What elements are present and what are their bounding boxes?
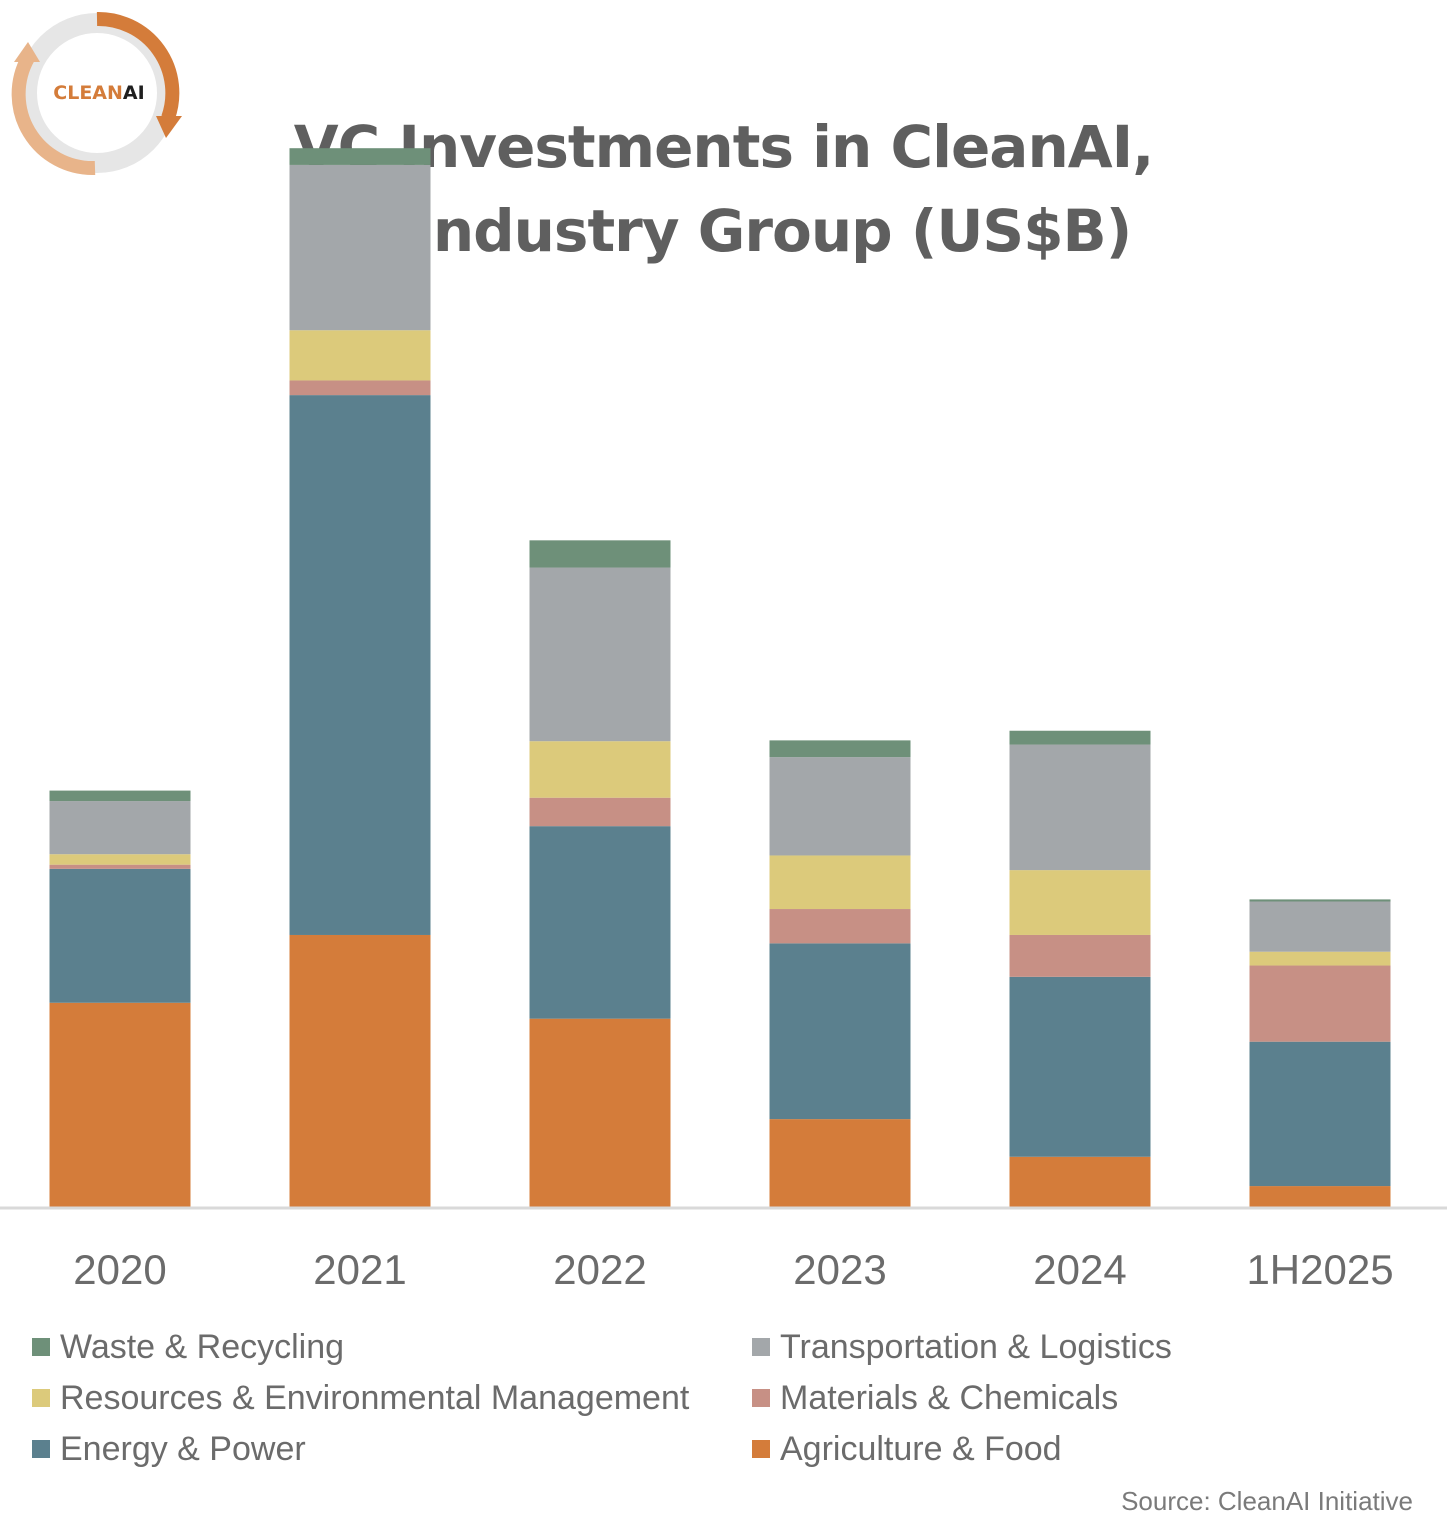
chart-title-line-1: VC Investments in CleanAI, — [293, 113, 1155, 181]
x-tick-label: 2024 — [1033, 1246, 1126, 1293]
x-tick-label: 2022 — [553, 1246, 646, 1293]
bar-segment-waste-2020 — [49, 790, 191, 802]
legend-item: Transportation & Logistics — [752, 1322, 1172, 1372]
legend-label: Resources & Environmental Management — [60, 1378, 690, 1417]
bar-segment-agriculture-1H2025 — [1249, 1186, 1391, 1207]
legend-label: Materials & Chemicals — [780, 1378, 1119, 1417]
bar-segment-energy-1H2025 — [1249, 1041, 1391, 1187]
legend-item: Energy & Power — [32, 1424, 306, 1474]
legend-label: Energy & Power — [60, 1429, 306, 1468]
legend-label: Transportation & Logistics — [780, 1327, 1172, 1366]
x-tick-labels: 2020 2021 2022 2023 2024 1H2025 — [73, 1246, 1393, 1293]
legend-item: Materials & Chemicals — [752, 1373, 1118, 1423]
x-tick-label: 1H2025 — [1246, 1246, 1393, 1293]
bar-segment-resources-2021 — [289, 330, 431, 381]
cleanai-logo: CLEANAI — [11, 11, 182, 176]
bar-segment-energy-2024 — [1009, 976, 1151, 1157]
legend-item: Agriculture & Food — [752, 1424, 1062, 1474]
bar-segment-energy-2021 — [289, 395, 431, 935]
bar-segment-agriculture-2022 — [529, 1018, 671, 1207]
legend-swatch — [32, 1440, 50, 1458]
x-tick-label: 2020 — [73, 1246, 166, 1293]
source-note: Source: CleanAI Initiative — [1121, 1486, 1413, 1516]
bar-segment-transport-2022 — [529, 567, 671, 742]
bar-segment-materials-2022 — [529, 797, 671, 827]
legend-item: Resources & Environmental Management — [32, 1373, 689, 1423]
x-tick-label: 2021 — [313, 1246, 406, 1293]
bar-segment-agriculture-2021 — [289, 934, 431, 1207]
legend-swatch — [752, 1338, 770, 1356]
bar-segment-energy-2020 — [49, 868, 191, 1003]
logo-text: CLEANAI — [53, 82, 144, 104]
logo-arc-light — [11, 54, 96, 176]
stacked-bar-chart: 2020 2021 2022 2023 2024 1H2025 — [0, 148, 1447, 1293]
bar-segment-transport-1H2025 — [1249, 901, 1391, 952]
bar-segment-materials-2023 — [769, 909, 911, 944]
bar-segment-materials-2024 — [1009, 934, 1151, 977]
bar-segment-waste-2022 — [529, 540, 671, 568]
logo-arrow-dark — [156, 116, 182, 138]
bar-segment-agriculture-2020 — [49, 1002, 191, 1207]
bar-segment-transport-2024 — [1009, 744, 1151, 871]
legend-label: Waste & Recycling — [60, 1327, 345, 1366]
bar-segment-waste-2024 — [1009, 730, 1151, 745]
bar-segment-materials-2020 — [49, 864, 191, 869]
bar-segment-agriculture-2024 — [1009, 1156, 1151, 1207]
bar-segment-waste-1H2025 — [1249, 899, 1391, 902]
legend-swatch — [32, 1389, 50, 1407]
bar-segment-transport-2021 — [289, 164, 431, 331]
bar-segment-agriculture-2023 — [769, 1119, 911, 1207]
bar-segment-transport-2020 — [49, 801, 191, 855]
legend-swatch — [752, 1389, 770, 1407]
legend-swatch — [32, 1338, 50, 1356]
bar-segment-materials-1H2025 — [1249, 965, 1391, 1042]
legend: Waste & Recycling Transportation & Logist… — [0, 1322, 1447, 1482]
logo-arrow-light — [14, 42, 40, 62]
bar-segment-waste-2023 — [769, 740, 911, 758]
legend-swatch — [752, 1440, 770, 1458]
bar-segment-waste-2021 — [289, 148, 431, 165]
bar-segment-energy-2023 — [769, 943, 911, 1120]
legend-label: Agriculture & Food — [780, 1429, 1062, 1468]
bars-layer — [49, 148, 1391, 1207]
bar-segment-resources-1H2025 — [1249, 951, 1391, 966]
bar-segment-resources-2022 — [529, 741, 671, 798]
bar-segment-resources-2023 — [769, 855, 911, 910]
chart-title: VC Investments in CleanAI, by Industry G… — [0, 105, 1447, 273]
bar-segment-materials-2021 — [289, 380, 431, 396]
bar-segment-resources-2020 — [49, 854, 191, 865]
legend-item: Waste & Recycling — [32, 1322, 344, 1372]
logo-arc-dark — [96, 11, 180, 121]
x-tick-label: 2023 — [793, 1246, 886, 1293]
bar-segment-transport-2023 — [769, 757, 911, 856]
bar-segment-energy-2022 — [529, 826, 671, 1019]
bar-segment-resources-2024 — [1009, 870, 1151, 935]
chart-title-line-2: by Industry Group (US$B) — [315, 197, 1133, 265]
